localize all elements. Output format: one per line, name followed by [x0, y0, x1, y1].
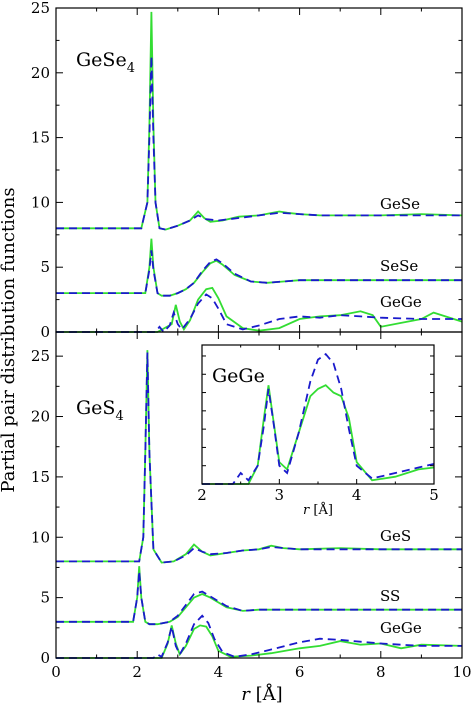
- panel-label: GeS4: [76, 397, 124, 424]
- y-tick-label: 20: [31, 64, 50, 82]
- series-line-ges-dashed: [56, 352, 462, 564]
- x-tick-label: 6: [295, 663, 305, 681]
- panel-label-main: GeS: [76, 397, 115, 419]
- series-line-ss-solid: [56, 566, 462, 626]
- series-line-gese-dashed: [56, 55, 462, 231]
- y-tick-label: 0: [40, 323, 50, 341]
- inset-x-axis-unit: [Å]: [309, 502, 333, 518]
- series-line-gege-dashed: [202, 352, 435, 485]
- panel-label-main: GeSe: [76, 49, 127, 71]
- y-tick-label: 15: [31, 468, 50, 486]
- panel-label-main: GeGe: [212, 365, 265, 387]
- x-tick-label: 5: [429, 486, 439, 504]
- series-line-sese-dashed: [56, 250, 462, 297]
- panel-label: GeGe: [212, 365, 265, 387]
- series-line-ss-dashed: [56, 571, 462, 626]
- x-tick-label: 2: [132, 663, 142, 681]
- panel-label-subscript: 4: [115, 409, 123, 424]
- x-tick-label: 3: [275, 486, 285, 504]
- x-axis-label: r [Å]: [241, 683, 282, 705]
- x-tick-label: 4: [214, 663, 224, 681]
- series-label-ges: GeS: [380, 527, 411, 545]
- x-tick-label: 4: [352, 486, 362, 504]
- panel-label-subscript: 4: [127, 61, 135, 76]
- panel-inset: 2 3 4 5 GeGe r [Å]: [197, 344, 439, 518]
- x-tick-label: 0: [51, 663, 61, 681]
- y-tick-label: 0: [40, 649, 50, 667]
- y-tick-label: 10: [31, 528, 50, 546]
- panel-label: GeSe4: [76, 49, 135, 76]
- y-axis-label: Partial pair distribution functions: [0, 187, 19, 492]
- y-tick-label: 15: [31, 129, 50, 147]
- series-line-gege-dashed: [56, 614, 462, 659]
- inset-x-axis-var: r: [303, 503, 310, 518]
- x-axis-var: r: [241, 684, 251, 705]
- inset-x-axis-label: r [Å]: [303, 502, 333, 518]
- series-label-gese: GeSe: [380, 195, 420, 213]
- y-tick-label: 5: [40, 589, 50, 607]
- y-tick-label: 10: [31, 193, 50, 211]
- series-label-gege: GeGe: [380, 293, 422, 311]
- series-label-sese: SeSe: [380, 257, 418, 275]
- y-tick-label: 25: [31, 0, 50, 17]
- x-axis-unit: [Å]: [256, 683, 283, 705]
- series-line-gege-dashed: [56, 293, 462, 334]
- series-line-gese-solid: [56, 11, 463, 231]
- x-tick-label: 10: [452, 663, 471, 681]
- x-tick-label: 2: [197, 486, 207, 504]
- y-tick-label: 25: [31, 347, 50, 365]
- series-label-ss: SS: [380, 587, 400, 605]
- y-tick-label: 20: [31, 408, 50, 426]
- inset-background: [202, 345, 434, 484]
- x-tick-label: 8: [376, 663, 386, 681]
- series-label-gege: GeGe: [380, 619, 422, 637]
- y-tick-label: 5: [40, 258, 50, 276]
